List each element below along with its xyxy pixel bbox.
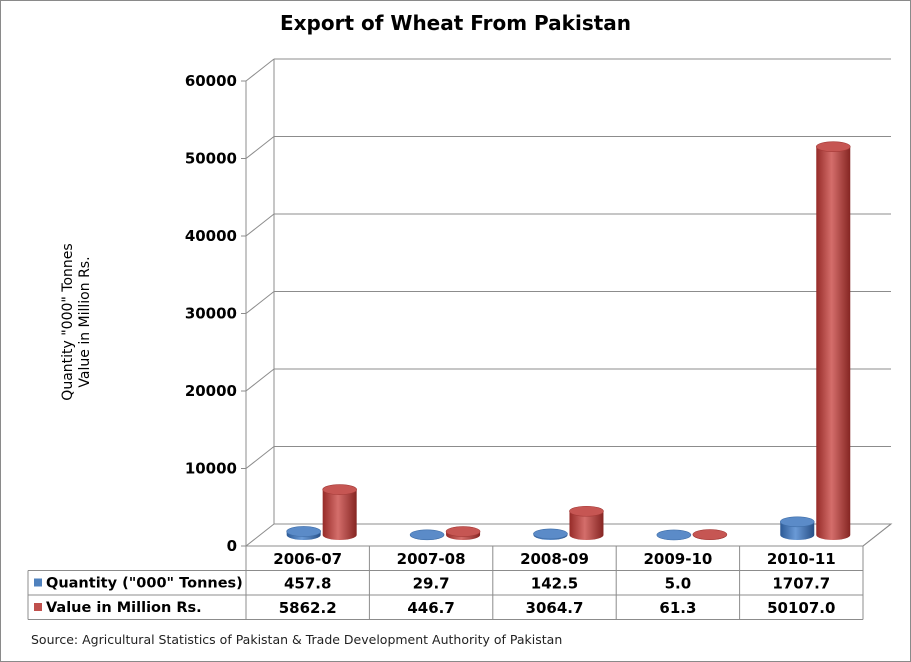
bar-top [322, 484, 357, 495]
x-tick-label: 2008-09 [520, 550, 589, 568]
data-label: 142.5 [531, 575, 578, 593]
data-label: 457.8 [284, 575, 331, 593]
bar-quantity-2009-10 [656, 529, 692, 541]
x-tick-label: 2006-07 [273, 550, 342, 568]
y-tick-label: 40000 [185, 227, 237, 245]
y-tick-label: 20000 [185, 382, 237, 400]
bar-top [533, 528, 568, 540]
bar-value-2006-07 [322, 484, 357, 540]
bar-quantity-2010-11 [779, 516, 815, 540]
bar-value-2008-09 [569, 505, 604, 540]
bar-top [779, 516, 815, 528]
bar-top [569, 505, 604, 517]
data-label: 5862.2 [279, 599, 337, 617]
data-label: 29.7 [413, 575, 450, 593]
source-note: Source: Agricultural Statistics of Pakis… [31, 632, 563, 647]
bars [286, 141, 851, 541]
data-label: 3064.7 [526, 599, 584, 617]
bar-top [445, 526, 481, 537]
bar-value-2009-10 [692, 529, 728, 540]
y-tick-label: 60000 [185, 72, 237, 90]
x-tick-label: 2007-08 [397, 550, 466, 568]
gridline-side [245, 58, 275, 82]
y-tick-label: 0 [227, 537, 237, 555]
data-label: 1707.7 [772, 575, 830, 593]
x-tick-label: 2009-10 [643, 550, 712, 568]
bar-top [692, 529, 728, 540]
y-tick-label: 30000 [185, 305, 237, 323]
bar-top [815, 141, 851, 152]
gridline-side [245, 136, 275, 159]
data-label: 5.0 [665, 575, 692, 593]
gridline-side [245, 368, 275, 392]
bar-quantity-2007-08 [409, 529, 445, 541]
bar-value-2007-08 [445, 526, 481, 540]
data-label: 50107.0 [767, 599, 835, 617]
bar-top [656, 529, 692, 541]
legend-label: Quantity ("000" Tonnes) [46, 576, 243, 592]
bar-quantity-2008-09 [533, 528, 568, 540]
bar-top [286, 526, 321, 537]
floor-right-edge [862, 523, 892, 547]
bar-body [569, 511, 604, 540]
bar-body [816, 146, 851, 540]
legend-label: Value in Million Rs. [46, 600, 202, 616]
x-tick-label: 2010-11 [767, 550, 836, 568]
legend-swatch [34, 578, 42, 587]
bar-body [322, 489, 357, 540]
data-table: 2006-07 2007-08 2008-09 2009-10 2010-11 Quant… [27, 545, 864, 620]
y-tick-label: 50000 [185, 150, 237, 168]
chart-title: Export of Wheat From Pakistan [279, 11, 632, 35]
data-label: 446.7 [407, 599, 454, 617]
gridline-side [245, 291, 275, 314]
bar-value-2010-11 [815, 141, 851, 540]
bar-quantity-2006-07 [286, 526, 321, 540]
legend-swatch [34, 603, 42, 611]
y-tick-labels: 0 10000 20000 30000 40000 50000 60000 [185, 72, 237, 555]
gridline-side [245, 446, 275, 469]
bar-top [409, 529, 445, 541]
data-label: 61.3 [659, 599, 696, 617]
gridline-side [245, 213, 275, 237]
gridlines [241, 58, 893, 547]
y-tick-label: 10000 [185, 460, 237, 478]
